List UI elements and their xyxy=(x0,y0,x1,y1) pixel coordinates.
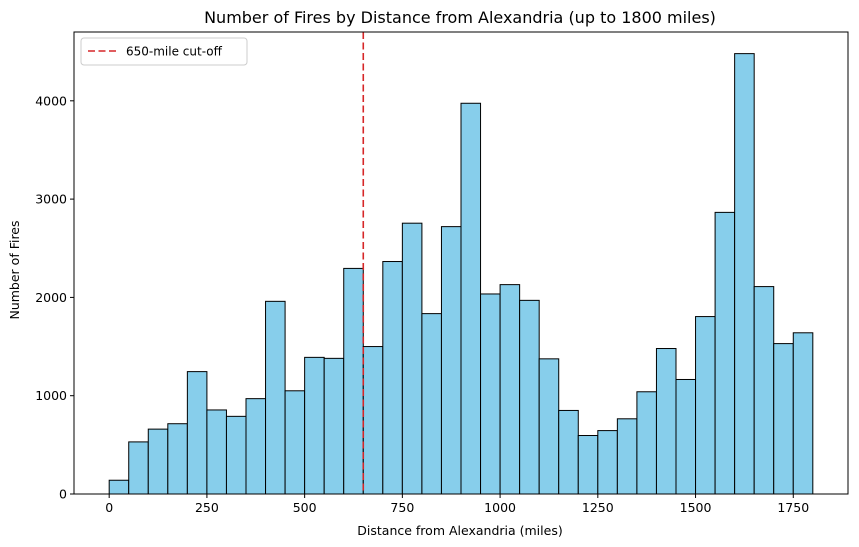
x-tick-label: 500 xyxy=(293,500,317,515)
histogram-bar xyxy=(382,261,403,495)
histogram-bar xyxy=(675,378,697,495)
legend-box xyxy=(80,37,248,66)
histogram-bar xyxy=(108,479,130,495)
x-tick-label: 0 xyxy=(105,500,113,515)
histogram-bar xyxy=(616,418,638,495)
y-tick-label: 1000 xyxy=(35,388,67,403)
histogram-bar xyxy=(284,390,306,495)
histogram-bar xyxy=(636,391,657,495)
plot-frame xyxy=(73,31,849,495)
chart-title: Number of Fires by Distance from Alexand… xyxy=(204,8,716,27)
histogram-bar xyxy=(128,441,149,495)
histogram-bar xyxy=(440,226,462,495)
histogram-bar xyxy=(343,267,364,495)
histogram-bar xyxy=(460,102,482,495)
histogram-bar xyxy=(714,211,736,495)
histogram-bar xyxy=(167,423,188,495)
x-tick-label: 1250 xyxy=(582,500,614,515)
histogram-bar xyxy=(597,430,618,495)
histogram-bar xyxy=(421,313,442,495)
histogram-bar xyxy=(245,398,267,495)
histogram-bar xyxy=(480,293,501,495)
histogram-bar xyxy=(753,286,775,495)
histogram-bar xyxy=(558,409,579,495)
x-tick-label: 1000 xyxy=(484,500,516,515)
histogram-bar xyxy=(362,346,384,495)
y-ticks: 0 1000 2000 3000 4000 xyxy=(35,93,74,502)
histogram-bar xyxy=(304,356,325,495)
histogram-bar xyxy=(577,435,599,495)
legend-label: 650-mile cut-off xyxy=(126,45,223,59)
y-tick-label: 0 xyxy=(59,487,67,502)
histogram-bar xyxy=(773,343,794,495)
y-tick-label: 4000 xyxy=(35,93,67,108)
x-tick-label: 1750 xyxy=(777,500,809,515)
bars-group xyxy=(108,53,814,495)
histogram-bar xyxy=(519,299,540,495)
histogram-bar xyxy=(499,284,521,495)
histogram-bar xyxy=(186,371,208,495)
histogram-bar xyxy=(206,409,227,495)
histogram-bar xyxy=(792,332,814,495)
legend: 650-mile cut-off xyxy=(80,37,248,66)
histogram-bar xyxy=(323,357,345,495)
histogram-bar xyxy=(734,53,755,495)
histogram-bar xyxy=(265,300,286,495)
y-axis-label: Number of Fires xyxy=(7,220,22,319)
y-tick-label: 2000 xyxy=(35,290,67,305)
histogram-bar xyxy=(401,222,423,495)
histogram-bar xyxy=(655,348,677,495)
x-tick-label: 250 xyxy=(195,500,219,515)
y-tick-label: 3000 xyxy=(35,192,67,207)
histogram-bar xyxy=(147,428,169,495)
x-tick-label: 1500 xyxy=(680,500,712,515)
x-tick-label: 750 xyxy=(390,500,414,515)
histogram-bar xyxy=(695,316,716,495)
histogram-bar xyxy=(538,358,560,495)
x-ticks: 0 250 500 750 1000 1250 1500 1750 xyxy=(105,494,809,515)
x-axis-label: Distance from Alexandria (miles) xyxy=(357,523,562,538)
histogram-bar xyxy=(225,415,247,495)
